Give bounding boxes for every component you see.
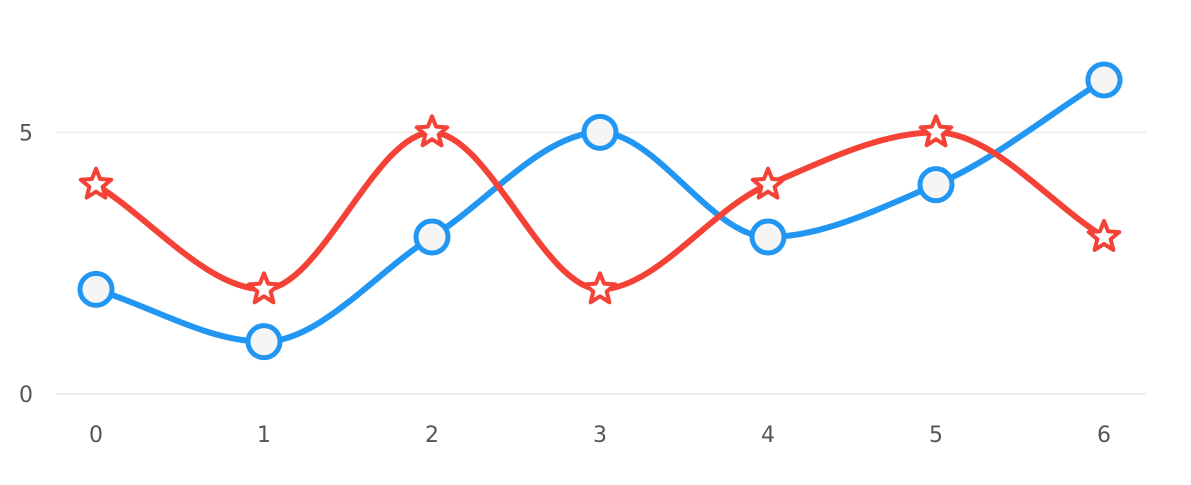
series-0-point-6 bbox=[1085, 61, 1123, 99]
series-1 bbox=[78, 114, 1122, 305]
series-1-point-6 bbox=[1086, 219, 1122, 252]
x-tick-label-3: 3 bbox=[593, 423, 607, 448]
series-0-point-3 bbox=[581, 113, 619, 151]
series-0 bbox=[77, 61, 1123, 361]
y-tick-label-1: 5 bbox=[19, 121, 33, 146]
x-tick-label-2: 2 bbox=[425, 423, 439, 448]
series-1-point-4 bbox=[750, 166, 786, 200]
x-tick-label-1: 1 bbox=[257, 423, 271, 448]
series-1-point-3 bbox=[582, 271, 618, 305]
series-0-point-5 bbox=[917, 166, 955, 204]
x-tick-label-6: 6 bbox=[1097, 423, 1111, 448]
x-tick-label-5: 5 bbox=[929, 423, 943, 448]
series-0-point-4 bbox=[749, 218, 787, 256]
series-1-point-5 bbox=[918, 114, 954, 148]
series-0-point-1 bbox=[245, 323, 283, 361]
series-0-point-0 bbox=[77, 270, 115, 308]
series-1-line bbox=[93, 129, 1107, 293]
series-1-point-2 bbox=[414, 114, 450, 148]
series-group bbox=[77, 61, 1123, 361]
grid-lines bbox=[56, 131, 1146, 395]
y-tick-label-0: 0 bbox=[19, 383, 33, 408]
series-1-point-1 bbox=[246, 271, 282, 305]
series-0-point-2 bbox=[413, 218, 451, 256]
x-tick-label-4: 4 bbox=[761, 423, 775, 448]
x-tick-label-0: 0 bbox=[89, 423, 103, 448]
y-axis: 05 bbox=[19, 121, 33, 408]
x-axis: 0 1 2 3 4 5 6 bbox=[89, 423, 1111, 448]
series-1-point-0 bbox=[78, 166, 114, 200]
